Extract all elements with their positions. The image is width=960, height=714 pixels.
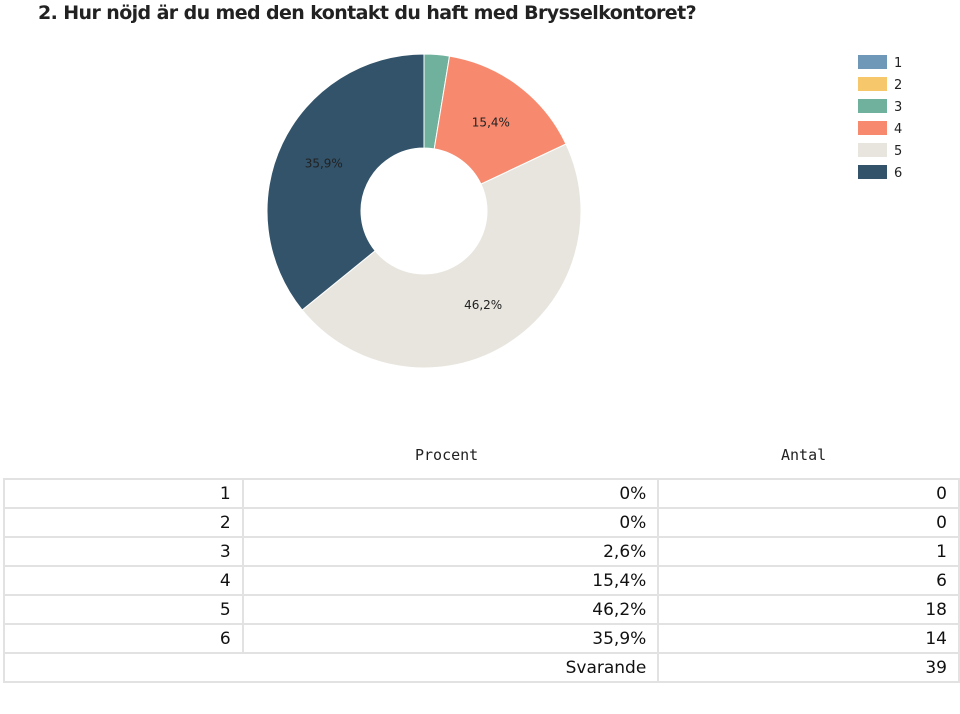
results-table: 1 0% 0 2 0% 0 3 2,6% 1 4 15,4% 6 5 46,2%… xyxy=(2,478,960,683)
row-percent: 35,9% xyxy=(241,623,660,654)
legend-label-3: 3 xyxy=(894,100,902,115)
legend-label-5: 5 xyxy=(894,144,902,159)
table-row: 4 15,4% 6 xyxy=(3,565,960,596)
row-label: 5 xyxy=(3,594,244,625)
donut-slice-6 xyxy=(266,53,425,311)
column-header-percent: Procent xyxy=(415,446,479,464)
table-row: 6 35,9% 14 xyxy=(3,623,960,654)
legend-label-4: 4 xyxy=(894,122,902,137)
respondents-label: Svarande xyxy=(2,652,660,683)
table-row: 1 0% 0 xyxy=(3,478,960,509)
respondents-count: 39 xyxy=(657,652,960,683)
donut-slice-4 xyxy=(433,55,567,185)
legend-swatch-6 xyxy=(858,165,887,179)
row-label: 1 xyxy=(3,478,244,509)
row-count: 1 xyxy=(657,536,960,567)
table-row: 2 0% 0 xyxy=(3,507,960,538)
legend-label-6: 6 xyxy=(894,166,902,181)
row-count: 6 xyxy=(657,565,960,596)
slice-label-4: 15,4% xyxy=(472,115,510,129)
row-percent: 15,4% xyxy=(241,565,660,596)
table-footer-row: Svarande 39 xyxy=(2,652,960,683)
legend-swatch-1 xyxy=(858,55,887,69)
slice-label-6: 35,9% xyxy=(305,156,343,170)
table-row: 5 46,2% 18 xyxy=(3,594,960,625)
legend-swatch-2 xyxy=(858,77,887,91)
row-label: 6 xyxy=(3,623,244,654)
legend-swatch-5 xyxy=(858,143,887,157)
row-label: 2 xyxy=(3,507,244,538)
row-count: 14 xyxy=(657,623,960,654)
row-label: 4 xyxy=(3,565,244,596)
legend-label-2: 2 xyxy=(894,78,902,93)
row-count: 0 xyxy=(657,478,960,509)
row-count: 0 xyxy=(657,507,960,538)
table-row: 3 2,6% 1 xyxy=(3,536,960,567)
column-header-count: Antal xyxy=(781,446,827,464)
legend-swatch-3 xyxy=(858,99,887,113)
legend-label-1: 1 xyxy=(894,56,902,71)
row-percent: 0% xyxy=(241,478,660,509)
row-count: 18 xyxy=(657,594,960,625)
row-label: 3 xyxy=(3,536,244,567)
chart-title: 2. Hur nöjd är du med den kontakt du haf… xyxy=(38,2,697,24)
row-percent: 0% xyxy=(241,507,660,538)
legend-swatch-4 xyxy=(858,121,887,135)
donut-chart: 15,4% 46,2% 35,9% 1 2 3 4 5 6 xyxy=(266,53,902,369)
slice-label-5: 46,2% xyxy=(464,298,502,312)
row-percent: 2,6% xyxy=(241,536,660,567)
row-percent: 46,2% xyxy=(241,594,660,625)
donut-slice-5 xyxy=(301,143,582,369)
